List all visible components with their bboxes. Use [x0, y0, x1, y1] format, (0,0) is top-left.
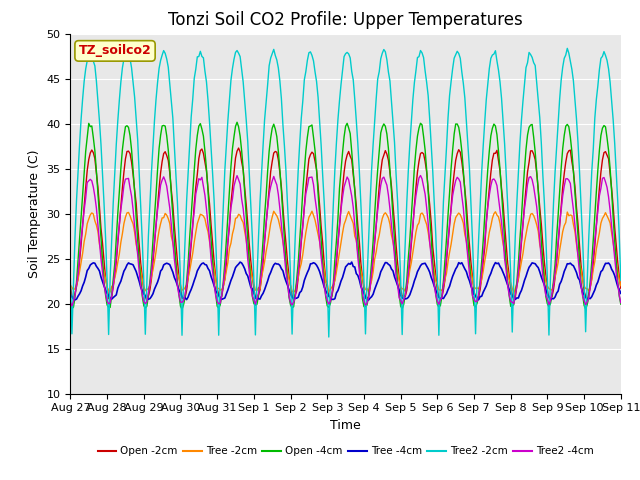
Tree2 -2cm: [169, 115, 177, 121]
Open -4cm: [553, 235, 561, 240]
Line: Tree -4cm: Tree -4cm: [70, 262, 621, 300]
Tree2 -4cm: [417, 173, 424, 179]
Tree2 -2cm: [412, 68, 420, 73]
Line: Open -4cm: Open -4cm: [70, 122, 621, 309]
Line: Tree2 -4cm: Tree2 -4cm: [70, 176, 621, 306]
Tree2 -4cm: [381, 178, 389, 184]
Tree -4cm: [413, 269, 421, 275]
Title: Tonzi Soil CO2 Profile: Upper Temperatures: Tonzi Soil CO2 Profile: Upper Temperatur…: [168, 11, 523, 29]
Open -2cm: [401, 294, 409, 300]
Tree -4cm: [553, 290, 561, 296]
Open -2cm: [82, 185, 90, 191]
Open -4cm: [383, 131, 390, 137]
Open -4cm: [617, 301, 625, 307]
Tree -4cm: [383, 260, 390, 265]
Y-axis label: Soil Temperature (C): Soil Temperature (C): [28, 149, 41, 278]
Tree2 -4cm: [617, 300, 625, 306]
Tree2 -4cm: [412, 193, 420, 199]
Tree2 -4cm: [170, 256, 178, 262]
Tree -2cm: [169, 240, 177, 246]
Open -4cm: [233, 120, 241, 125]
Tree -2cm: [412, 229, 420, 235]
Tree2 -2cm: [381, 49, 389, 55]
Tree -2cm: [381, 210, 389, 216]
Open -2cm: [235, 145, 243, 151]
Open -2cm: [413, 169, 421, 175]
Tree2 -4cm: [83, 180, 91, 185]
Tree -2cm: [308, 208, 316, 214]
Open -2cm: [383, 151, 390, 157]
Tree2 -2cm: [400, 279, 408, 285]
Tree2 -4cm: [553, 256, 561, 262]
Tree -4cm: [169, 269, 177, 275]
Open -4cm: [169, 213, 177, 219]
Tree -4cm: [236, 259, 244, 265]
Open -4cm: [67, 302, 74, 308]
Tree2 -2cm: [82, 66, 90, 72]
Open -4cm: [401, 291, 409, 297]
Tree2 -2cm: [563, 46, 571, 51]
Tree -2cm: [617, 283, 625, 288]
Open -4cm: [413, 133, 421, 139]
Tree2 -2cm: [67, 276, 74, 281]
Tree -2cm: [67, 282, 74, 288]
Text: TZ_soilco2: TZ_soilco2: [79, 44, 152, 58]
Open -2cm: [169, 202, 177, 208]
X-axis label: Time: Time: [330, 419, 361, 432]
Tree -4cm: [82, 274, 90, 280]
Tree2 -4cm: [67, 300, 74, 305]
Tree2 -2cm: [551, 169, 559, 175]
Line: Open -2cm: Open -2cm: [70, 148, 621, 300]
Open -4cm: [82, 148, 90, 154]
Tree -4cm: [67, 292, 74, 298]
Tree -4cm: [365, 297, 372, 303]
Open -2cm: [553, 259, 561, 265]
Tree2 -4cm: [400, 297, 408, 303]
Tree2 -4cm: [68, 303, 76, 309]
Tree2 -2cm: [325, 334, 333, 340]
Tree2 -2cm: [617, 277, 625, 283]
Open -2cm: [290, 298, 298, 303]
Open -2cm: [617, 285, 625, 291]
Tree -4cm: [617, 290, 625, 296]
Tree -4cm: [401, 296, 409, 302]
Open -4cm: [178, 306, 186, 312]
Tree -2cm: [553, 267, 561, 273]
Tree -2cm: [510, 290, 518, 296]
Tree -2cm: [400, 286, 408, 291]
Line: Tree2 -2cm: Tree2 -2cm: [70, 48, 621, 337]
Open -2cm: [67, 284, 74, 289]
Legend: Open -2cm, Tree -2cm, Open -4cm, Tree -4cm, Tree2 -2cm, Tree2 -4cm: Open -2cm, Tree -2cm, Open -4cm, Tree -4…: [93, 442, 598, 460]
Line: Tree -2cm: Tree -2cm: [70, 211, 621, 293]
Tree -2cm: [82, 231, 90, 237]
